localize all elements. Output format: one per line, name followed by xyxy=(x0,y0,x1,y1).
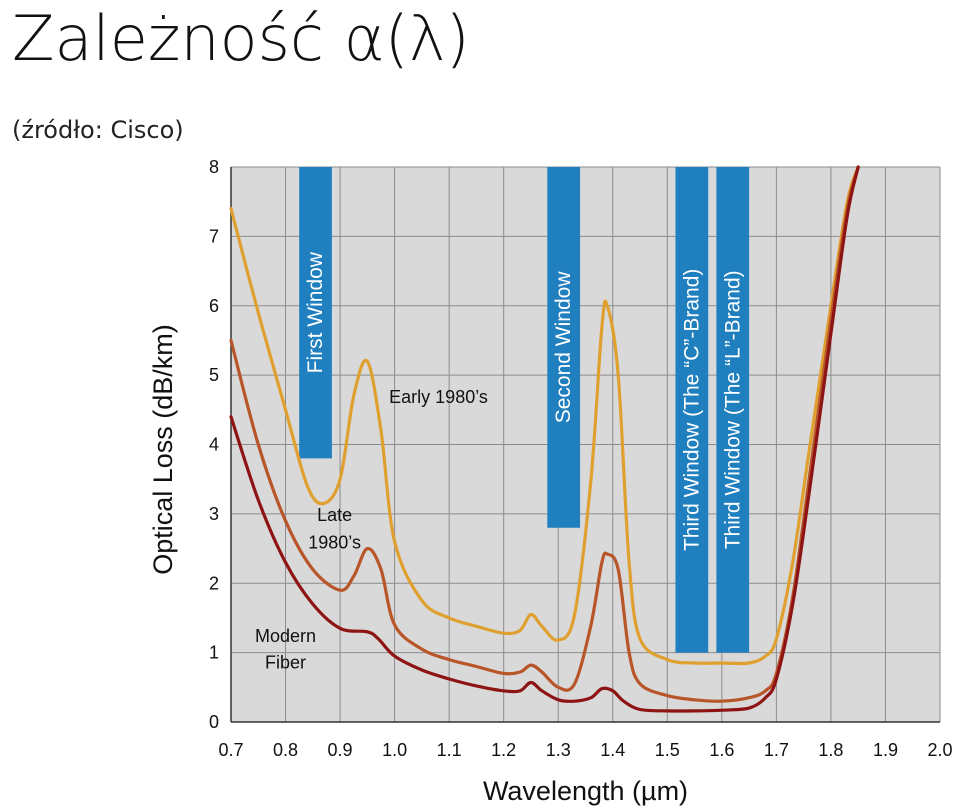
y-tick-label-7: 7 xyxy=(209,226,219,246)
window-band-label-4: Third Window (The “L”-Brand) xyxy=(721,270,744,549)
loss-curves xyxy=(229,165,860,713)
window-band-label-3: Third Window (The “C”-Brand) xyxy=(680,269,703,551)
x-tick-label-4: 1.1 xyxy=(437,740,462,760)
y-tick-label-6: 6 xyxy=(209,296,219,316)
annotation-modern-line1: Modern xyxy=(255,626,316,646)
y-tick-label-8: 8 xyxy=(209,157,219,177)
y-tick-label-2: 2 xyxy=(209,573,219,593)
x-axis-label: Wavelength (µm) xyxy=(483,776,688,806)
source-caption: (źródło: Cisco) xyxy=(12,116,184,144)
x-tick-label-9: 1.6 xyxy=(709,740,734,760)
x-tick-label-3: 1.0 xyxy=(382,740,407,760)
annotation-late-line2: 1980’s xyxy=(308,533,361,553)
x-tick-label-13: 2.0 xyxy=(927,740,952,760)
window-band-label-2: Second Window xyxy=(552,271,575,424)
page-title: Zależność α(λ) xyxy=(12,2,470,75)
y-axis-label: Optical Loss (dB/km) xyxy=(148,324,178,575)
x-tick-label-8: 1.5 xyxy=(655,740,680,760)
series-line-modern xyxy=(229,165,860,713)
annotation-modern-line2: Fiber xyxy=(265,653,306,673)
x-tick-label-12: 1.9 xyxy=(873,740,898,760)
annotation-late-line1: Late xyxy=(317,505,352,525)
window-band-4 xyxy=(716,167,750,653)
window-band-2 xyxy=(547,167,581,528)
transmission-windows: First Window Second Window Third Window (T… xyxy=(299,167,750,653)
window-band-label-1: First Window xyxy=(304,251,327,373)
series-line-early xyxy=(229,165,860,666)
x-tick-label-1: 0.8 xyxy=(273,740,298,760)
y-tick-label-3: 3 xyxy=(209,504,219,524)
x-tick-label-5: 1.2 xyxy=(491,740,516,760)
y-tick-label-1: 1 xyxy=(209,643,219,663)
y-tick-label-5: 5 xyxy=(209,365,219,385)
annotation-early-1980s: Early 1980’s xyxy=(389,387,488,407)
window-band-3 xyxy=(675,167,709,653)
x-tick-label-10: 1.7 xyxy=(764,740,789,760)
y-axis-ticks: 0 1 2 3 4 5 6 7 8 xyxy=(209,157,219,732)
y-tick-label-4: 4 xyxy=(209,435,219,455)
x-tick-label-11: 1.8 xyxy=(818,740,843,760)
window-band-1 xyxy=(299,167,332,459)
x-tick-label-6: 1.3 xyxy=(546,740,571,760)
y-tick-label-0: 0 xyxy=(209,712,219,732)
x-tick-label-7: 1.4 xyxy=(600,740,625,760)
x-tick-label-0: 0.7 xyxy=(218,740,243,760)
x-tick-label-2: 0.9 xyxy=(328,740,353,760)
x-axis-ticks: 0.7 0.8 0.9 1.0 1.1 1.2 1.3 1.4 1.5 1.6 1.7 1.8 1.9 2… xyxy=(218,740,952,760)
